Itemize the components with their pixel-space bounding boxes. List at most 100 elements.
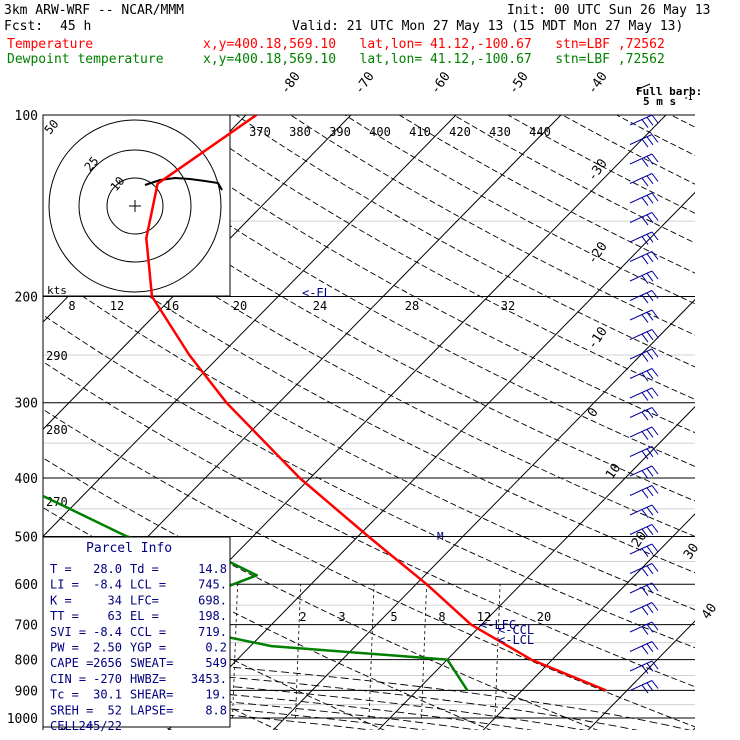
temperature-profile — [145, 115, 607, 692]
wind-barb-flag — [651, 290, 659, 299]
wind-barb-flag — [651, 270, 659, 280]
parcel-box-frame — [42, 536, 231, 728]
parcel-value: 549 — [205, 656, 227, 670]
hodograph-axis-label: 16 — [165, 299, 179, 313]
forecast-hour: 45 h — [60, 19, 92, 34]
parcel-key: EL = — [130, 609, 159, 623]
wind-barb-flag — [646, 487, 654, 497]
parcel-key: K = — [50, 593, 72, 607]
mixing-ratio-label: 3 — [338, 610, 345, 624]
isotherm-label: -50 — [506, 69, 532, 97]
wind-barb-flag — [641, 665, 649, 674]
parcel-key: PW = — [50, 641, 79, 655]
wind-barb-flag — [651, 387, 659, 397]
dry-adiabat — [725, 115, 740, 731]
wind-barb-flag — [646, 350, 654, 360]
theta-label: 390 — [329, 125, 351, 139]
wind-barb — [629, 329, 653, 340]
pressure-tick-label: 1000 — [7, 712, 38, 727]
wind-barb-flag — [641, 372, 649, 382]
wind-barb-flag — [641, 275, 649, 284]
parcel-key: T = — [50, 562, 72, 576]
wind-barb-flag — [651, 602, 659, 611]
dry-adiabat — [43, 222, 695, 574]
mixing-ratio-line — [232, 584, 238, 719]
wind-barb — [629, 212, 653, 223]
parcel-info-box: Parcel Info T = 28.0 Td = 14.8 LI = -8.4 LCL = 7… — [42, 536, 231, 733]
hodograph-ring — [48, 119, 222, 293]
pressure-tick-label: 300 — [15, 397, 38, 412]
isotherm — [43, 115, 352, 430]
wind-barb-flag — [646, 682, 654, 692]
wind-barb — [629, 660, 653, 672]
parcel-key: CELL = — [50, 719, 93, 733]
theta-label: 420 — [449, 125, 471, 139]
wind-barb-flag — [641, 158, 649, 167]
wind-barb-flag — [646, 331, 654, 341]
wind-barb-flag — [641, 119, 649, 128]
wind-barb — [629, 426, 653, 438]
mixing-ratio-label: 2 — [299, 610, 306, 624]
isotherm-label: -80 — [278, 69, 304, 97]
wind-barb — [629, 621, 653, 633]
wind-barb — [629, 602, 653, 613]
wind-barb-flag — [651, 251, 659, 260]
mixing-ratio-label: 8 — [438, 610, 445, 624]
parcel-value: 52 — [108, 703, 122, 717]
lfc-marker: <-LFC — [480, 618, 516, 632]
wind-barb-flag — [651, 446, 659, 455]
isotherm-label: 10 — [603, 461, 624, 482]
isotherm — [482, 513, 695, 730]
wind-barb — [629, 290, 653, 301]
wind-barb-flag — [641, 489, 649, 499]
wind-barb-flag — [651, 192, 659, 202]
wind-barb-flag — [646, 234, 654, 243]
wind-barb-flag — [651, 329, 659, 338]
parcel-key: LCL = — [130, 578, 166, 592]
wind-barb-flag — [641, 197, 649, 206]
pressure-tick-label: 200 — [15, 291, 38, 306]
wind-barb — [629, 270, 653, 282]
parcel-key: HWBZ= — [130, 672, 166, 686]
wind-barb — [629, 504, 653, 516]
pressure-tick-label: 100 — [15, 109, 38, 124]
wind-barb-flag — [646, 409, 654, 419]
dry-adiabat — [43, 314, 695, 649]
mid-level-marker: M — [437, 530, 444, 543]
isotherm — [587, 620, 695, 730]
wind-barb-flag — [646, 565, 654, 575]
wind-legend-value: 5 m s — [643, 95, 676, 108]
dewpoint-legend-label: Dewpoint temperature — [7, 52, 164, 67]
hodograph-axis-label: 32 — [501, 299, 515, 313]
pressure-tick-label: 700 — [15, 619, 38, 634]
wind-barb-flag — [651, 504, 659, 514]
wind-barb-flag — [641, 567, 649, 577]
parcel-key: LAPSE= — [130, 703, 173, 717]
parcel-key: LI = — [50, 578, 79, 592]
wind-legend-barb — [635, 83, 651, 91]
mixing-ratio-label: 5 — [390, 610, 397, 624]
wind-barb-flag — [641, 431, 649, 440]
moist-adiabat — [43, 661, 639, 730]
dry-adiabat — [235, 115, 695, 368]
parcel-key: SREH = — [50, 703, 93, 717]
wind-barb — [629, 309, 653, 321]
wind-barb-flag — [646, 370, 654, 380]
wind-barb-flag — [651, 660, 659, 670]
mixing-ratio-label: 20 — [537, 610, 551, 624]
wind-barb — [629, 114, 653, 126]
wind-barb-flag — [646, 467, 654, 477]
wind-barb-flag — [641, 255, 649, 265]
parcel-key: CCL = — [130, 625, 166, 639]
parcel-value: 2.50 — [93, 641, 122, 655]
isotherm-label: -40 — [585, 69, 611, 97]
temperature-location: x,y=400.18,569.10 lat,lon= 41.12,-100.67… — [203, 37, 665, 52]
parcel-box-title: Parcel Info — [86, 541, 172, 556]
wind-barb-flag — [651, 426, 659, 436]
wind-barb-flag — [646, 214, 654, 224]
wind-barb-legend: Full barb:5 m s -1 — [635, 83, 702, 108]
mixing-ratio-line — [494, 584, 501, 719]
isotherm — [43, 115, 457, 538]
parcel-value: 745. — [198, 578, 227, 592]
hodograph-trace — [144, 176, 223, 191]
